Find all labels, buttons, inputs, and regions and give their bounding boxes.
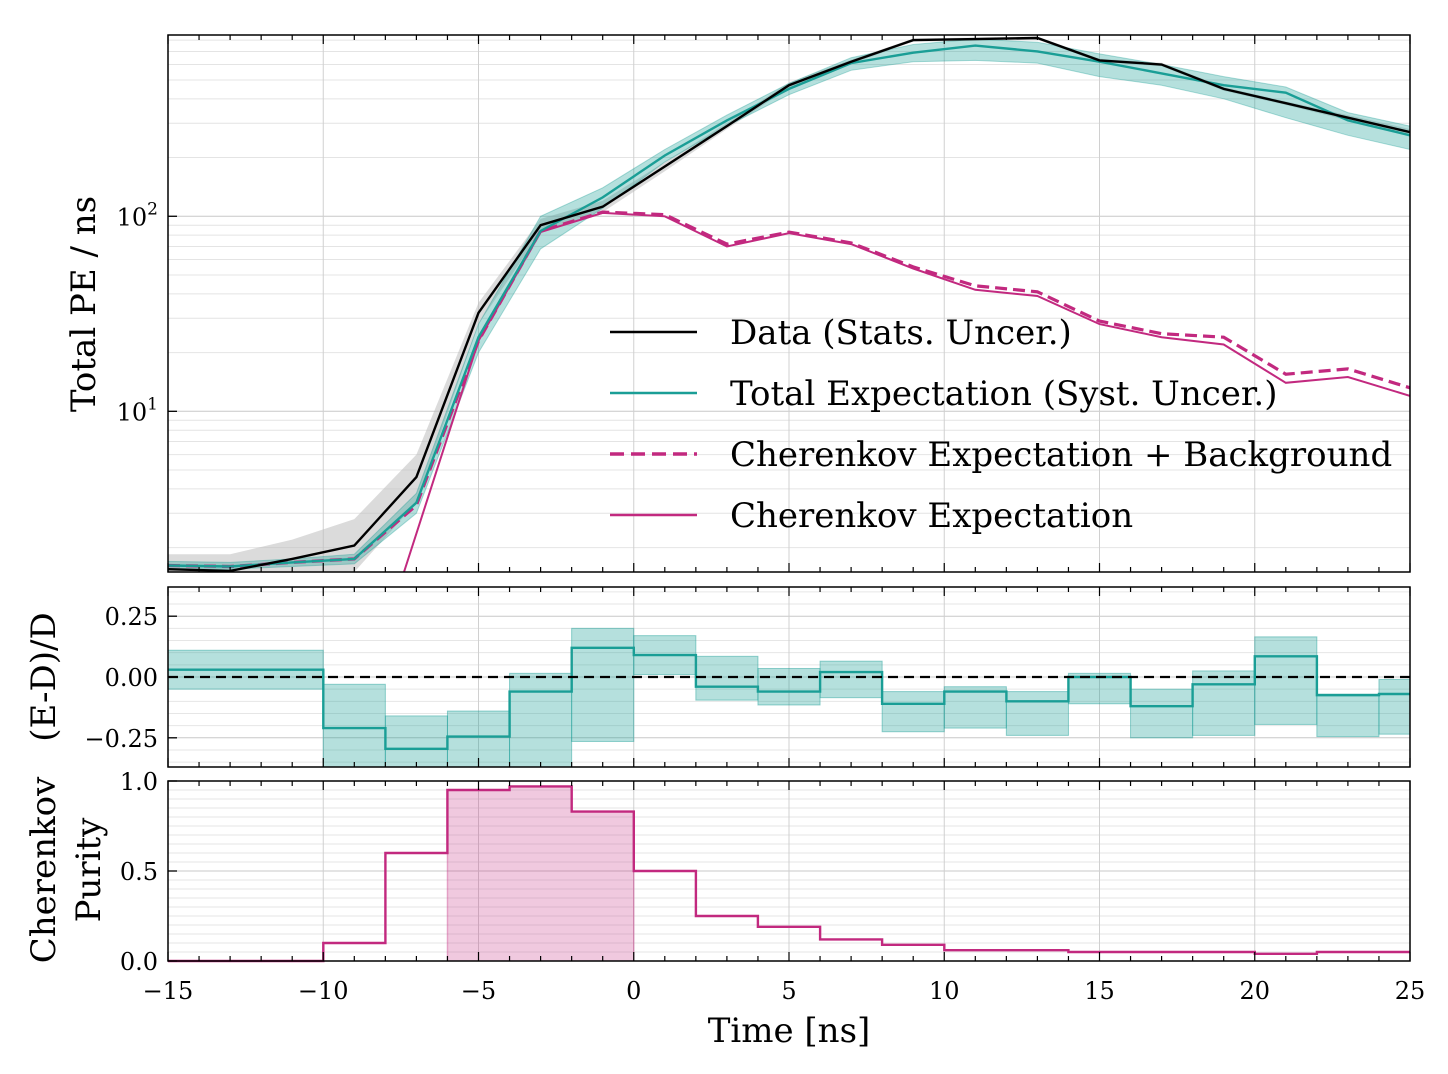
residual-uncertainty-bin	[943, 686, 1007, 729]
x-tick-label: −15	[143, 977, 194, 1005]
residual-uncertainty-bin	[1192, 670, 1256, 736]
residual-uncertainty-bin	[446, 710, 511, 767]
x-tick-label: −10	[298, 977, 349, 1005]
purity-panel: 0.0 0.5 1.0 −15 −10 −5 0 5 10 15 20 25	[120, 768, 1425, 1005]
data-line	[168, 36, 1410, 572]
residual-uncertainty-bin	[695, 655, 759, 701]
x-tick-label: 15	[1084, 977, 1115, 1005]
legend-item: Total Expectation (Syst. Uncer.)	[610, 374, 1278, 414]
legend-label: Data (Stats. Uncer.)	[730, 313, 1072, 353]
residual-uncertainty-bin	[881, 691, 945, 733]
residual-uncertainty-bin	[1005, 691, 1069, 736]
residual-y-tick-label: 0.00	[105, 664, 158, 692]
residual-uncertainty-bin	[322, 683, 386, 767]
purity-y-tick-label: 0.5	[120, 858, 158, 886]
residual-uncertainty-bin	[1378, 678, 1410, 735]
purity-y-axis-label-line2: Purity	[69, 817, 109, 923]
residual-y-tick-label: −0.25	[84, 725, 158, 753]
residual-uncertainty-bin	[1254, 636, 1318, 725]
residual-panel: −0.25 0.00 0.25	[84, 586, 1411, 768]
residual-uncertainty-bin	[509, 672, 573, 767]
top-y-axis-label: Total PE / ns	[64, 196, 104, 412]
purity-step-line	[168, 785, 1410, 963]
purity-grid	[167, 780, 1411, 962]
legend-label: Cherenkov Expectation	[730, 496, 1133, 536]
legend-item: Data (Stats. Uncer.)	[610, 313, 1072, 353]
residual-step-line	[168, 646, 1410, 750]
legend-label: Total Expectation (Syst. Uncer.)	[730, 374, 1278, 414]
purity-shaded-region	[447, 786, 634, 961]
residual-uncertainty-bin	[571, 627, 635, 742]
x-axis-label: Time [ns]	[708, 1011, 871, 1051]
legend-label: Cherenkov Expectation + Background	[730, 435, 1392, 475]
residual-uncertainty-bin	[819, 660, 883, 699]
purity-y-axis-label-line1: Cherenkov	[24, 776, 64, 963]
residual-y-tick-label: 0.25	[105, 603, 158, 631]
residual-uncertainty-bin	[384, 715, 448, 767]
cherenkov-plus-background-line	[168, 210, 1410, 569]
top-plot-area	[168, 36, 1410, 572]
x-tick-label: 5	[781, 977, 796, 1005]
purity-y-axis-label: Cherenkov Purity	[24, 776, 109, 963]
residual-uncertainty-bin	[1316, 693, 1380, 738]
x-tick-label: 20	[1239, 977, 1270, 1005]
x-tick-label: −5	[461, 977, 496, 1005]
x-tick-label: 0	[626, 977, 641, 1005]
legend-item: Cherenkov Expectation	[610, 496, 1133, 536]
legend-item: Cherenkov Expectation + Background	[610, 435, 1392, 475]
residual-y-axis-label: (E-D)/D	[24, 612, 64, 741]
legend: Data (Stats. Uncer.) Total Expectation (S…	[610, 313, 1392, 536]
residual-grid	[167, 587, 1411, 767]
residual-plot-area	[168, 627, 1410, 767]
purity-y-tick-label: 1.0	[120, 768, 158, 796]
x-tick-label: 10	[929, 977, 960, 1005]
x-tick-label: 25	[1395, 977, 1426, 1005]
residual-uncertainty-bin	[757, 667, 821, 706]
purity-y-tick-label: 0.0	[120, 948, 158, 976]
residual-uncertainty-bin	[1130, 688, 1194, 739]
